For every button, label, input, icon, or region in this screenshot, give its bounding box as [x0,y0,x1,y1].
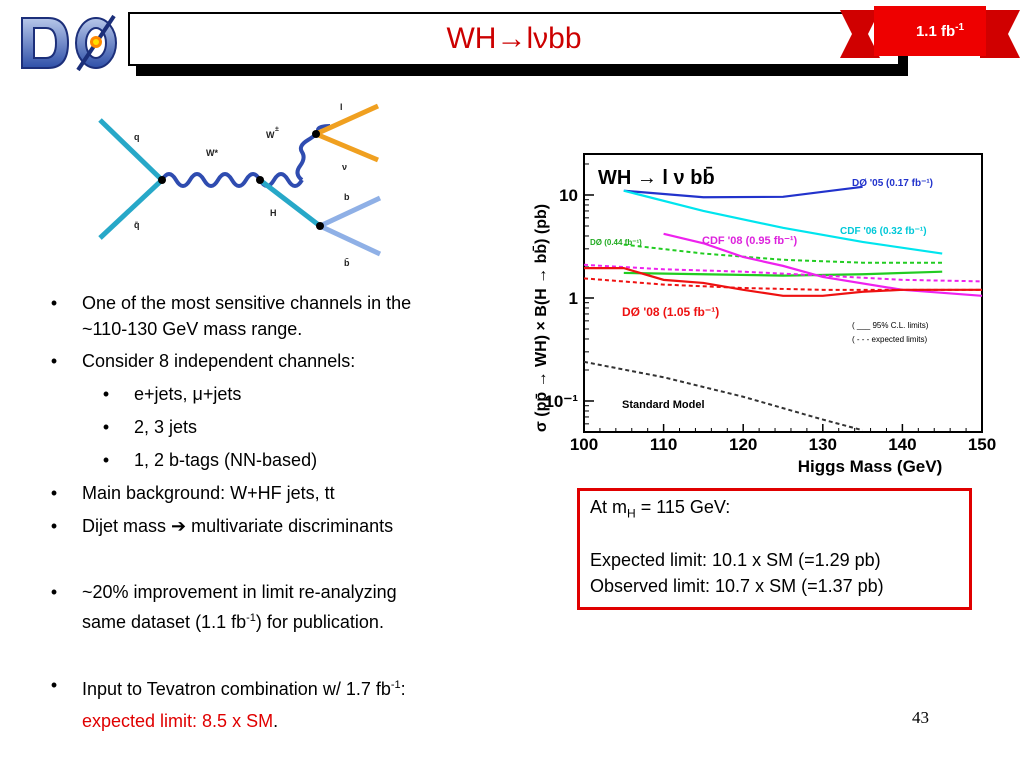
title-prefix: WH [446,22,497,55]
expected-limit-highlight: expected limit: 8.5 x SM [82,711,274,731]
title-suffix: lνbb [526,22,582,55]
series-label-d0-08: DØ '08 (1.05 fb⁻¹) [622,305,719,319]
bullet-dot: • [50,293,58,313]
series-line-7 [583,277,982,291]
bullet-dot: • [50,483,58,503]
vertex-dot [256,176,264,184]
bullet-dot: • [50,516,58,536]
series-line-3 [623,243,943,264]
vertex-dot [316,222,324,230]
x-tick-label: 120 [729,435,757,454]
bullet-dot: • [102,450,110,470]
w-propagator [295,124,331,182]
result-box [577,488,972,610]
neutrino-line [315,131,379,163]
plot-y-axis-label: σ (pp̄ → WH) × B(H → bb̄) (pb) [531,204,550,432]
x-tick-label: 130 [809,435,837,454]
x-tick-label: 140 [888,435,916,454]
bullet-dot: • [50,351,58,371]
series-label-d0-05: DØ '05 (0.17 fb⁻¹) [852,178,933,189]
luminosity-label: 1.1 fb-1 [915,22,965,40]
luminosity-ribbon [840,6,1020,58]
w-star-propagator [160,172,304,188]
bullet-background: • Main background: W+HF jets, tt [44,480,335,506]
bullet-sensitive-channels: • One of the most sensitive channels in … [44,290,514,342]
bullet-dijet: • Dijet mass ➔ multivariate discriminant… [44,513,393,539]
bullet-dot: • [50,675,58,695]
legend-cl-limits: ( ___ 95% C.L. limits) [852,321,929,330]
series-line-1 [623,189,943,255]
y-tick-label: 10⁻¹ [544,392,578,411]
label-neutrino: ν [342,162,347,172]
label-lepton: l [340,102,343,112]
label-q: q [134,132,140,142]
plot-x-axis-label: Higgs Mass (GeV) [798,457,943,476]
vertex-dot [312,130,320,138]
label-w: W [266,130,275,140]
lepton-line [314,103,380,137]
limit-plot: 100 110 120 130 140 150 10 1 10⁻¹ WH → l ν bb̄ σ… [531,153,996,476]
series-line-0 [623,185,863,199]
page-number: 43 [912,708,929,727]
label-higgs: H [270,208,277,218]
y-tick-label: 10 [559,186,578,205]
bullet-dot: • [102,384,110,404]
feynman-diagram: q q̄ W* W ± l ν H b b̄ [98,102,382,268]
quark-line [98,118,164,182]
label-qbar: q̄ [134,220,140,230]
slide-title: WH → lνbb [128,12,900,66]
arrow-icon: ➔ [171,516,187,536]
series-label-cdf-06: CDF '06 (0.32 fb⁻¹) [840,226,927,237]
series-line-2 [623,270,943,277]
bullet-improvement: • ~20% improvement in limit re-analyzing… [44,579,514,635]
b-quark-line [318,195,382,229]
result-expected-limit: Expected limit: 10.1 x SM (=1.29 pb) [590,550,881,570]
label-bbar: b̄ [344,258,350,268]
plot-frame [583,153,983,433]
sub-bullet-jets: • 2, 3 jets [96,414,197,440]
label-w-charge: ± [275,126,279,133]
label-b: b [344,192,350,202]
title-bar [128,12,900,66]
series-label-sm: Standard Model [622,399,705,411]
y-tick-label: 1 [569,289,578,308]
vertex-dot [158,176,166,184]
x-tick-label: 100 [570,435,598,454]
plot-ticks: 100 110 120 130 140 150 10 1 10⁻¹ [544,163,996,454]
result-mass-line: At mH = 115 GeV: [590,497,731,521]
bullet-tevatron: • Input to Tevatron combination w/ 1.7 f… [44,672,514,734]
bullet-dot: • [102,417,110,437]
legend-expected: ( - - - expected limits) [852,335,927,344]
x-tick-label: 150 [968,435,996,454]
antiquark-line [98,178,164,240]
sub-bullet-btags: • 1, 2 b-tags (NN-based) [96,447,317,473]
plot-title: WH → l ν bb̄ [598,167,715,189]
series-label-cdf-08: CDF '08 (0.95 fb⁻¹) [702,235,798,247]
dzero-logo [21,14,118,72]
bullet-channels: • Consider 8 independent channels: [44,348,355,374]
b-antiquark-line [318,223,382,257]
series-line-8 [583,360,863,432]
x-tick-label: 110 [650,435,677,454]
label-w-star: W* [206,148,218,158]
sub-bullet-lepton: • e+jets, μ+jets [96,381,242,407]
higgs-line [258,178,322,228]
series-label-d0-044: DØ (0.44 fb⁻¹) [590,238,642,247]
title-arrow: → [496,22,527,55]
series-line-5 [583,263,983,283]
plot-series [583,185,983,432]
bullet-dot: • [50,582,58,602]
result-observed-limit: Observed limit: 10.7 x SM (=1.37 pb) [590,576,884,596]
